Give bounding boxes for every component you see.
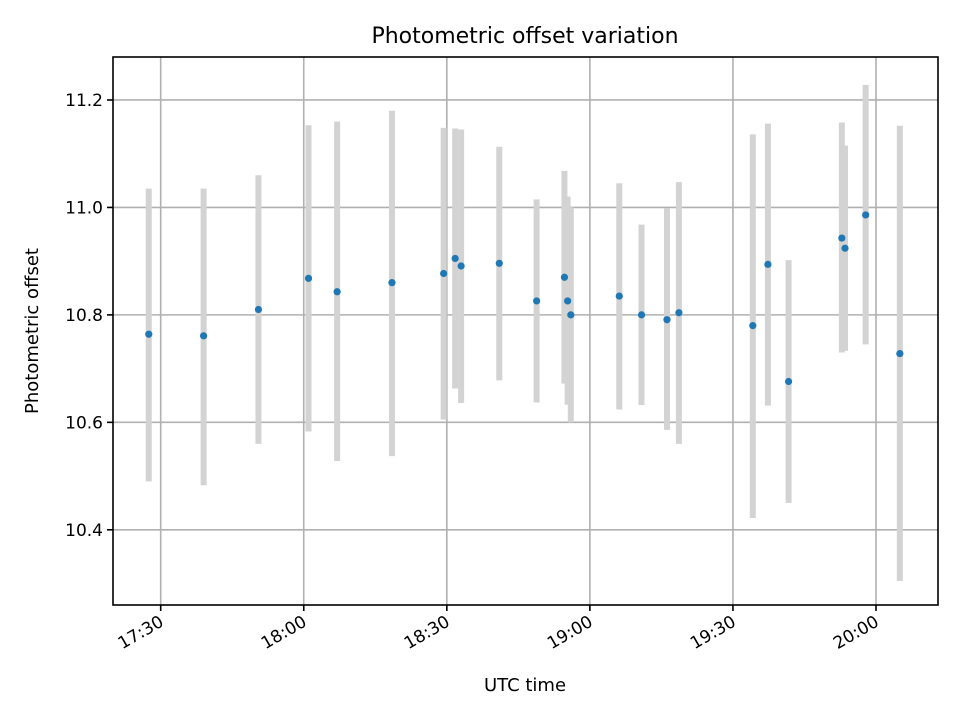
data-point <box>145 330 153 338</box>
data-point <box>560 273 569 281</box>
data-point <box>564 297 572 305</box>
data-point <box>764 260 772 268</box>
x-axis-label: UTC time <box>484 675 566 696</box>
data-point <box>615 292 623 300</box>
y-tick-label: 11.2 <box>65 91 103 111</box>
data-point <box>567 311 575 319</box>
y-axis-label: Photometric offset <box>22 248 43 414</box>
y-tick-label: 10.8 <box>65 306 103 326</box>
data-point <box>841 244 849 252</box>
y-axis: 10.4 10.6 10.8 11.0 11.2 <box>65 91 113 541</box>
x-tick-label: 19:00 <box>544 612 596 654</box>
data-point <box>333 288 341 296</box>
chart-title: Photometric offset variation <box>371 24 678 49</box>
x-tick-label: 20:00 <box>830 612 882 654</box>
data-point <box>304 274 313 282</box>
data-point <box>457 262 465 270</box>
data-point <box>862 211 870 219</box>
data-point <box>440 269 448 278</box>
data-points <box>145 211 904 386</box>
x-tick-label: 18:30 <box>401 612 453 654</box>
data-point <box>675 309 683 317</box>
y-tick-label: 10.4 <box>65 521 103 541</box>
x-tick-label: 17:30 <box>115 612 167 654</box>
data-point <box>663 316 671 324</box>
data-point <box>749 322 757 330</box>
y-tick-label: 11.0 <box>65 198 103 218</box>
data-point <box>637 311 646 319</box>
data-point <box>838 234 846 242</box>
y-tick-label: 10.6 <box>65 413 103 433</box>
x-tick-label: 18:00 <box>258 612 310 654</box>
data-point <box>451 254 459 263</box>
data-point <box>533 297 541 305</box>
data-point <box>495 259 503 267</box>
data-point <box>896 349 904 358</box>
data-point <box>388 279 396 287</box>
data-point <box>200 332 208 340</box>
gridlines <box>113 57 938 605</box>
error-bars <box>145 84 903 581</box>
data-point <box>784 377 793 386</box>
x-axis: 17:30 18:00 18:30 19:00 19:30 20:00 <box>115 605 883 654</box>
data-point <box>254 305 263 314</box>
x-tick-label: 19:30 <box>687 612 739 654</box>
plot-frame <box>112 56 939 606</box>
